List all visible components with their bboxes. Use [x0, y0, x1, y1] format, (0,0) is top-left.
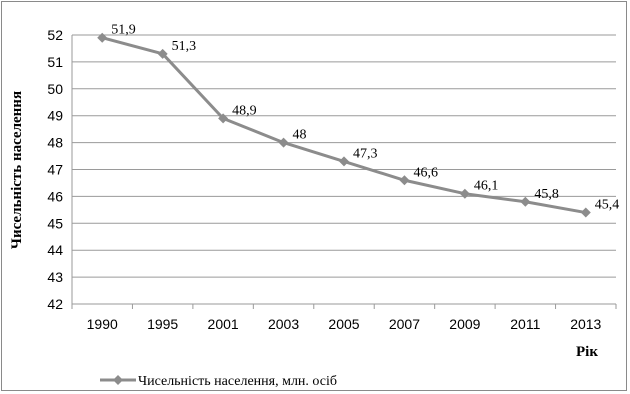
- x-tick-label-2009: 2009: [449, 316, 480, 332]
- x-tick-label-2011: 2011: [510, 316, 540, 332]
- x-tick-label-2001: 2001: [208, 316, 239, 332]
- series-line-group: [97, 32, 591, 218]
- y-axis-title: Чисельність населення: [9, 91, 25, 249]
- y-tick-label-49: 49: [47, 108, 63, 124]
- data-label-2005: 47,3: [353, 146, 378, 161]
- data-label-1995: 51,3: [172, 39, 197, 54]
- data-point-2003: [278, 137, 289, 148]
- y-tick-label-45: 45: [47, 215, 63, 231]
- gridlines: [72, 34, 616, 305]
- data-point-1990: [97, 32, 108, 43]
- data-point-2005: [339, 156, 349, 167]
- data-labels: 51,9 51,3 48,9 48 47,3 46,6 46,1 45,8 45,4: [111, 23, 619, 213]
- y-tick-label-52: 52: [47, 27, 63, 43]
- legend-label: Чисельність населення, млн. осіб: [138, 374, 337, 389]
- x-tick-label-2005: 2005: [328, 316, 359, 332]
- axes: [71, 35, 617, 309]
- y-tick-label-50: 50: [47, 81, 63, 97]
- data-point-2007: [399, 175, 410, 186]
- y-tick-label-51: 51: [47, 54, 63, 70]
- data-label-2007: 46,6: [413, 165, 438, 180]
- data-point-2011: [520, 196, 531, 207]
- data-label-2011: 45,8: [534, 187, 559, 202]
- x-tick-label-2003: 2003: [268, 316, 299, 332]
- y-tick-label-44: 44: [47, 242, 63, 258]
- x-tick-labels: 1990 1995 2001 2003 2005 2007 2009 2011 2013: [87, 316, 602, 332]
- x-tick-label-2013: 2013: [570, 316, 601, 332]
- x-tick-label-1995: 1995: [147, 316, 178, 332]
- data-point-1995: [157, 48, 168, 59]
- y-tick-label-48: 48: [47, 135, 63, 151]
- data-label-2003: 48: [293, 128, 307, 143]
- data-label-2009: 46,1: [474, 179, 499, 194]
- y-tick-label-46: 46: [47, 188, 63, 204]
- data-label-2001: 48,9: [232, 103, 257, 118]
- data-label-1990: 51,9: [111, 23, 136, 38]
- data-point-2009: [459, 188, 470, 199]
- x-tick-label-2007: 2007: [389, 316, 420, 332]
- series-line-0: [101, 36, 587, 215]
- y-tick-label-43: 43: [47, 269, 63, 285]
- legend: Чисельність населення, млн. осіб: [100, 374, 337, 389]
- y-tick-labels: 42 43 44 45 46 47 48 49 50 51 52: [47, 27, 63, 312]
- data-label-2013: 45,4: [595, 198, 620, 213]
- legend-marker: [113, 375, 123, 385]
- y-tick-label-42: 42: [47, 296, 63, 312]
- y-tick-label-47: 47: [47, 162, 63, 178]
- data-point-2001: [218, 113, 229, 124]
- data-point-2013: [580, 207, 591, 218]
- x-tick-label-1990: 1990: [87, 316, 118, 332]
- x-axis-title: Рік: [576, 344, 598, 360]
